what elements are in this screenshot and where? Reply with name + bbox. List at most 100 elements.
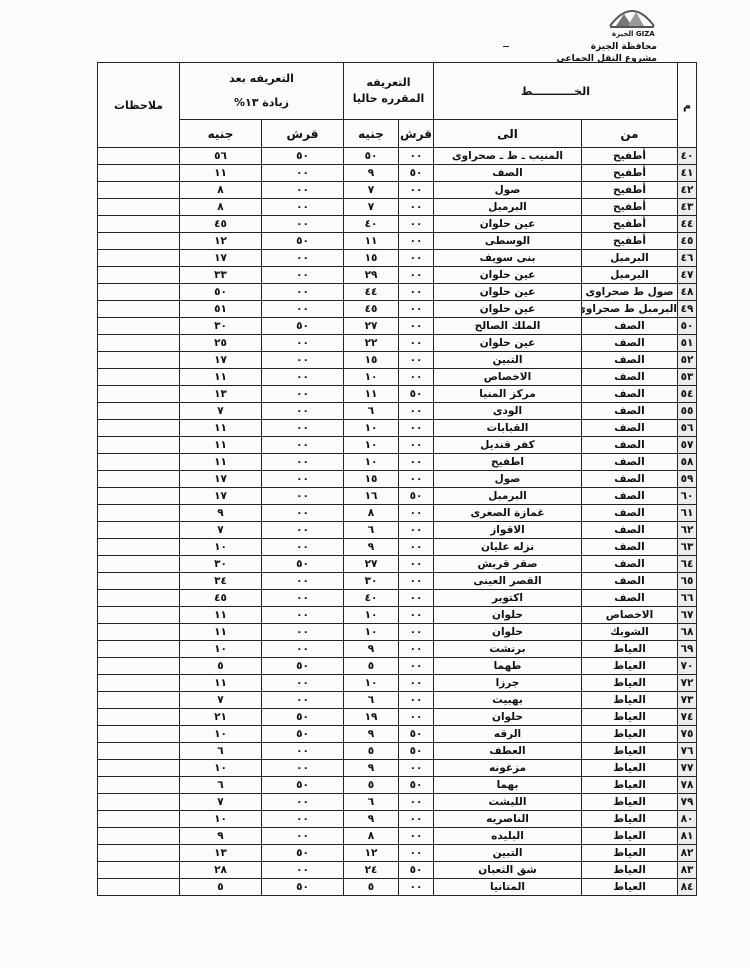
row-number: ٦٩ (677, 640, 697, 658)
current-pound-cell: ٦ (343, 521, 399, 539)
from-cell: الصف (581, 436, 678, 454)
new-pound-cell: ١٧ (179, 249, 262, 267)
current-pound-cell: ٥ (343, 878, 399, 896)
new-piaster-cell: ٠٠ (261, 198, 344, 216)
new-pound-cell: ٦ (179, 776, 262, 794)
row-number: ٥٧ (677, 436, 697, 454)
header-current-pound: جنيه (343, 119, 399, 148)
notes-cell (97, 589, 180, 607)
to-cell: غمازة الصغرى (433, 504, 582, 522)
row-number: ٧٦ (677, 742, 697, 760)
current-piaster-cell: ٥٠ (398, 776, 434, 794)
notes-cell (97, 334, 180, 352)
to-cell: القصر العينى (433, 572, 582, 590)
current-piaster-cell: ٠٠ (398, 640, 434, 658)
current-pound-cell: ٢٩ (343, 266, 399, 284)
current-piaster-cell: ٥٠ (398, 742, 434, 760)
current-pound-cell: ١٥ (343, 351, 399, 369)
new-pound-cell: ٥ (179, 878, 262, 896)
table-row: ٦١ الصف غمازة الصغرى ٠٠ ٨ ٠٠ ٩ (97, 504, 697, 522)
new-pound-cell: ٥ (179, 657, 262, 675)
row-number: ٤٣ (677, 198, 697, 216)
table-row: ٤٣ أطفيح البرمبل ٠٠ ٧ ٠٠ ٨ (97, 198, 697, 216)
notes-cell (97, 283, 180, 301)
header-index: م (677, 62, 697, 148)
to-cell: المنيب ـ ط ـ صحراوى (433, 147, 582, 165)
to-cell: الصف (433, 164, 582, 182)
new-piaster-cell: ٥٠ (261, 776, 344, 794)
new-piaster-cell: ٠٠ (261, 606, 344, 624)
table-row: ٥٦ الصف القبابات ٠٠ ١٠ ٠٠ ١١ (97, 419, 697, 437)
to-cell: اطفيح (433, 453, 582, 471)
current-piaster-cell: ٥٠ (398, 725, 434, 743)
new-pound-cell: ١٣ (179, 844, 262, 862)
new-pound-cell: ٩ (179, 504, 262, 522)
new-piaster-cell: ٠٠ (261, 215, 344, 233)
current-pound-cell: ٤٠ (343, 215, 399, 233)
table-row: ٤٢ أطفيح صول ٠٠ ٧ ٠٠ ٨ (97, 181, 697, 199)
from-cell: العياط (581, 827, 678, 845)
from-cell: الاخصاص (581, 606, 678, 624)
table-row: ٤٧ البرمبل عين حلوان ٠٠ ٢٩ ٠٠ ٣٣ (97, 266, 697, 284)
row-number: ٥٤ (677, 385, 697, 403)
current-pound-cell: ٤٠ (343, 589, 399, 607)
from-cell: الصف (581, 504, 678, 522)
current-pound-cell: ٦ (343, 402, 399, 420)
row-number: ٤٩ (677, 300, 697, 318)
row-number: ٤١ (677, 164, 697, 182)
to-cell: التبين (433, 351, 582, 369)
row-number: ٦٠ (677, 487, 697, 505)
from-cell: البرمبل (581, 249, 678, 267)
new-pound-cell: ٥٠ (179, 283, 262, 301)
row-number: ٦١ (677, 504, 697, 522)
row-number: ٨٠ (677, 810, 697, 828)
row-number: ٤٠ (677, 147, 697, 165)
current-piaster-cell: ٠٠ (398, 759, 434, 777)
table-row: ٧٠ العياط طهما ٠٠ ٥ ٥٠ ٥ (97, 657, 697, 675)
row-number: ٤٨ (677, 283, 697, 301)
to-cell: عين حلوان (433, 300, 582, 318)
current-piaster-cell: ٠٠ (398, 504, 434, 522)
new-pound-cell: ٩ (179, 827, 262, 845)
header-current-fare: التعريفه المقرره حاليا (343, 62, 434, 120)
new-pound-cell: ١١ (179, 368, 262, 386)
row-number: ٥٦ (677, 419, 697, 437)
to-cell: عين حلوان (433, 334, 582, 352)
row-number: ٧٥ (677, 725, 697, 743)
notes-cell (97, 810, 180, 828)
new-pound-cell: ١٠ (179, 640, 262, 658)
from-cell: العياط (581, 878, 678, 896)
new-piaster-cell: ٥٠ (261, 657, 344, 675)
current-pound-cell: ١٥ (343, 470, 399, 488)
current-pound-cell: ١٠ (343, 368, 399, 386)
current-piaster-cell: ٠٠ (398, 470, 434, 488)
to-cell: جرزا (433, 674, 582, 692)
row-number: ٧٣ (677, 691, 697, 709)
notes-cell (97, 538, 180, 556)
notes-cell (97, 385, 180, 403)
to-cell: البليده (433, 827, 582, 845)
new-pound-cell: ١٠ (179, 810, 262, 828)
row-number: ٤٤ (677, 215, 697, 233)
new-pound-cell: ٧ (179, 521, 262, 539)
to-cell: بهبيت (433, 691, 582, 709)
notes-cell (97, 164, 180, 182)
to-cell: البرمبل (433, 487, 582, 505)
to-cell: شق الثعبان (433, 861, 582, 879)
table-row: ٦٤ الصف صقر قريش ٠٠ ٢٧ ٥٠ ٣٠ (97, 555, 697, 573)
current-piaster-cell: ٠٠ (398, 844, 434, 862)
current-pound-cell: ١١ (343, 232, 399, 250)
new-pound-cell: ٣٣ (179, 266, 262, 284)
from-cell: الصف (581, 317, 678, 335)
new-pound-cell: ٨ (179, 181, 262, 199)
new-piaster-cell: ٠٠ (261, 300, 344, 318)
table-row: ٤٨ صول ط صحراوى عين حلوان ٠٠ ٤٤ ٠٠ ٥٠ (97, 283, 697, 301)
current-pound-cell: ٥ (343, 776, 399, 794)
current-pound-cell: ٧ (343, 181, 399, 199)
notes-cell (97, 198, 180, 216)
new-piaster-cell: ٠٠ (261, 249, 344, 267)
table-row: ٧٢ العياط جرزا ٠٠ ١٠ ٠٠ ١١ (97, 674, 697, 692)
to-cell: الناصريه (433, 810, 582, 828)
current-pound-cell: ١٠ (343, 623, 399, 641)
notes-cell (97, 249, 180, 267)
